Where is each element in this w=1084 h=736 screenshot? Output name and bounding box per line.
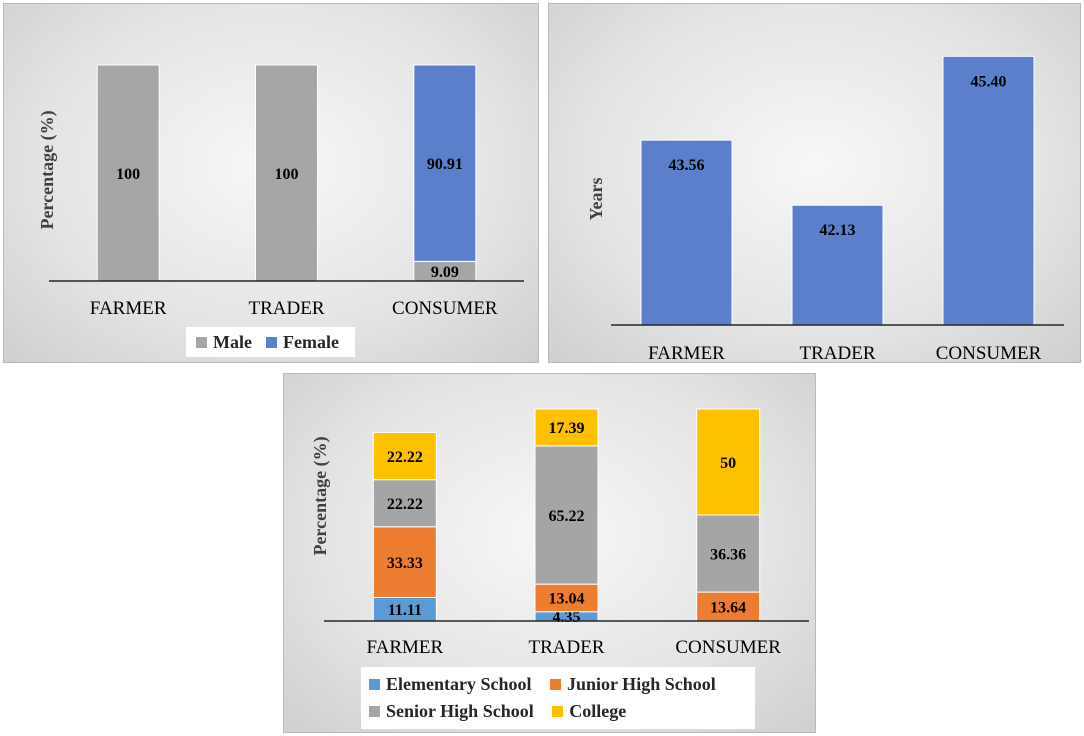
bar-trader-3 xyxy=(534,408,599,447)
legend-swatch-senior xyxy=(369,706,380,717)
bar-farmer-3 xyxy=(372,432,437,481)
category-label-farmer: FARMER xyxy=(366,637,443,658)
legend-label-female: Female xyxy=(282,331,339,352)
legend-label-college: College xyxy=(569,701,627,721)
legend-item-female: Female xyxy=(265,331,339,353)
bar-consumer-0 xyxy=(942,55,1035,326)
legend-label-senior: Senior High School xyxy=(386,701,534,721)
data-label-trader-3: 17.39 xyxy=(549,420,585,437)
gender-chart: 100 FARMER 100 TRADER 9.09 90.91 CONSUMER Perce… xyxy=(37,64,524,319)
category-label-farmer: FARMER xyxy=(648,343,725,362)
legend-swatch-junior xyxy=(550,679,561,690)
data-label-farmer-3: 22.22 xyxy=(387,449,423,466)
legend-item-junior: Junior High School xyxy=(550,671,716,698)
category-label-consumer: CONSUMER xyxy=(392,298,498,319)
legend-item-college: College xyxy=(552,698,626,725)
bar-consumer-2 xyxy=(696,514,761,593)
data-label-farmer-0: 11.11 xyxy=(388,602,422,619)
legend-item-male: Male xyxy=(196,332,252,353)
legend-swatch-elementary xyxy=(369,679,380,690)
data-label-consumer-0: 45.40 xyxy=(971,73,1007,90)
education-chart-panel: 11.11 33.33 22.22 22.22 FARMER 4.35 13.04 65.22… xyxy=(283,373,816,733)
data-label-farmer-0: 43.56 xyxy=(669,157,705,174)
data-label-consumer-1: 13.64 xyxy=(710,599,746,616)
legend-swatch-male xyxy=(196,336,207,348)
data-label-consumer-0: 9.09 xyxy=(431,264,459,281)
data-label-trader-0: 100 xyxy=(275,166,299,183)
age-chart-panel: 43.56 FARMER 42.13 TRADER 45.40 CONSUMER Years xyxy=(548,3,1081,363)
legend-label-elementary: Elementary School xyxy=(386,674,532,694)
bar-farmer-0 xyxy=(96,64,160,282)
legend-swatch-female xyxy=(265,336,277,348)
data-label-farmer-1: 33.33 xyxy=(387,555,423,572)
data-label-farmer-0: 100 xyxy=(116,166,140,183)
legend-label-junior: Junior High School xyxy=(567,674,716,694)
legend-label-male: Male xyxy=(213,331,252,352)
category-label-trader: TRADER xyxy=(249,298,325,319)
gender-legend: Male Female xyxy=(186,327,355,357)
bar-farmer-1 xyxy=(372,526,437,598)
category-label-trader: TRADER xyxy=(800,343,876,362)
education-legend: Elementary School Junior High School Sen… xyxy=(361,667,755,729)
data-label-consumer-3: 50 xyxy=(720,455,736,472)
gender-chart-panel: 100 FARMER 100 TRADER 9.09 90.91 CONSUMER Perce… xyxy=(3,3,539,363)
legend-swatch-college xyxy=(552,706,564,717)
bar-consumer-1 xyxy=(413,64,477,262)
data-label-farmer-2: 22.22 xyxy=(387,496,423,513)
bar-consumer-1 xyxy=(696,591,761,622)
category-label-consumer: CONSUMER xyxy=(936,343,1042,362)
bar-farmer-0 xyxy=(640,139,733,326)
data-label-trader-0: 42.13 xyxy=(820,222,856,239)
legend-item-elementary: Elementary School xyxy=(369,671,532,698)
data-label-trader-1: 13.04 xyxy=(549,591,585,608)
data-label-trader-0: 4.35 xyxy=(553,609,581,626)
category-label-consumer: CONSUMER xyxy=(675,637,781,658)
bar-consumer-3 xyxy=(696,408,761,516)
bar-trader-0 xyxy=(791,204,884,326)
bar-trader-1 xyxy=(534,583,599,613)
bar-trader-0 xyxy=(255,64,318,282)
category-label-farmer: FARMER xyxy=(90,298,167,319)
legend-item-senior: Senior High School xyxy=(369,698,534,725)
category-label-trader: TRADER xyxy=(529,637,605,658)
y-axis-title: Years xyxy=(586,178,606,221)
bar-trader-2 xyxy=(534,445,599,585)
data-label-consumer-1: 90.91 xyxy=(427,156,463,173)
data-label-consumer-2: 36.36 xyxy=(710,546,746,563)
y-axis-title: Percentage (%) xyxy=(37,110,58,229)
y-axis-title: Percentage (%) xyxy=(310,436,331,555)
data-label-trader-2: 65.22 xyxy=(549,508,585,525)
age-chart: 43.56 FARMER 42.13 TRADER 45.40 CONSUMER Years xyxy=(586,55,1064,362)
bar-farmer-2 xyxy=(372,479,437,528)
